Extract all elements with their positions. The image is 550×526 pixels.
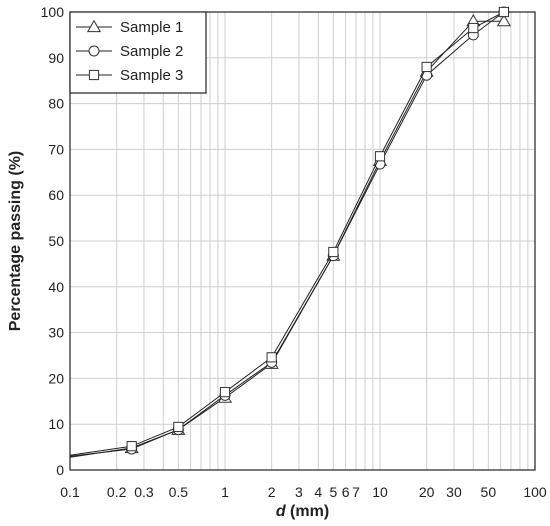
x-tick-label: 0.1 xyxy=(60,484,80,500)
series-3-point xyxy=(374,151,386,162)
series-3-point xyxy=(498,6,509,18)
legend-marker xyxy=(86,19,102,33)
series-3-point xyxy=(126,441,137,452)
y-tick-label: 90 xyxy=(48,50,64,66)
series-3 xyxy=(69,6,509,456)
x-tick-label: 7 xyxy=(352,484,360,500)
x-tick-label: 3 xyxy=(295,484,303,500)
series-2-line xyxy=(69,11,505,457)
legend-marker xyxy=(88,69,100,81)
x-axis-title-unit: (mm) xyxy=(286,503,330,520)
series-3-point xyxy=(421,61,432,73)
x-tick-label: 5 xyxy=(329,484,337,500)
legend-item-3: Sample 3 xyxy=(76,67,183,84)
series-1-point xyxy=(496,13,511,27)
y-axis-title: Percentage passing (%) xyxy=(7,151,24,332)
legend-item-1: Sample 1 xyxy=(76,19,183,36)
x-tick-label: 0.3 xyxy=(134,484,154,500)
series-3-point xyxy=(173,421,184,433)
y-tick-label: 10 xyxy=(48,416,64,432)
legend-label: Sample 1 xyxy=(120,19,183,36)
series-3-line xyxy=(69,11,505,456)
x-tick-label: 0.2 xyxy=(107,484,127,500)
legend-label: Sample 2 xyxy=(120,43,183,60)
x-tick-label: 100 xyxy=(523,484,547,500)
y-tick-label: 60 xyxy=(48,187,64,203)
y-tick-label: 100 xyxy=(41,4,65,20)
series-3-point xyxy=(266,352,277,363)
legend-label: Sample 3 xyxy=(120,67,183,84)
series-3-point xyxy=(219,387,231,398)
x-tick-label: 0.5 xyxy=(169,484,189,500)
x-axis-title-italic: d xyxy=(276,503,287,520)
x-tick-label: 10 xyxy=(372,484,388,500)
y-tick-label: 70 xyxy=(48,141,64,157)
legend: Sample 1 Sample 2 Sample 3 xyxy=(69,11,207,94)
series-3-point xyxy=(328,246,339,258)
legend-item-2: Sample 2 xyxy=(76,43,183,60)
x-tick-label: 6 xyxy=(342,484,350,500)
legend-marker xyxy=(88,45,100,57)
x-tick-labels: 0.1 0.2 0.3 0.5 1 2 3 4 5 6 7 10 20 30 50 100 xyxy=(60,484,547,500)
y-tick-label: 30 xyxy=(48,325,64,341)
y-tick-label: 80 xyxy=(48,96,64,112)
x-tick-label: 20 xyxy=(419,484,435,500)
y-tick-label: 50 xyxy=(48,233,64,249)
x-tick-label: 4 xyxy=(314,484,322,500)
plot-frame xyxy=(69,11,536,471)
x-tick-label: 2 xyxy=(268,484,276,500)
x-tick-label: 30 xyxy=(446,484,462,500)
y-tick-label: 20 xyxy=(48,370,64,386)
y-tick-label: 40 xyxy=(48,279,64,295)
y-tick-labels: 0 10 20 30 40 50 60 70 80 90 100 xyxy=(41,4,65,478)
x-tick-label: 1 xyxy=(221,484,229,500)
series xyxy=(69,6,511,458)
y-tick-label: 0 xyxy=(56,462,64,478)
x-tick-label: 50 xyxy=(481,484,497,500)
x-axis-title: d (mm) xyxy=(276,503,329,520)
series-3-point xyxy=(468,22,479,34)
